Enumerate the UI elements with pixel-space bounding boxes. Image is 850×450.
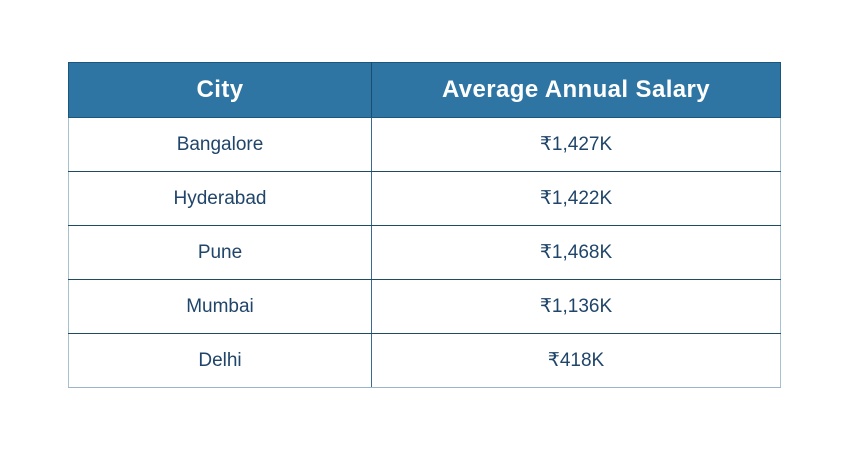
table-row: Delhi ₹418K [68, 333, 781, 388]
table-row: Bangalore ₹1,427K [68, 117, 781, 172]
city-cell: Pune [68, 225, 372, 280]
table-row: Mumbai ₹1,136K [68, 279, 781, 334]
city-cell: Bangalore [68, 117, 372, 172]
salary-cell: ₹418K [371, 333, 781, 388]
table-row: Hyderabad ₹1,422K [68, 171, 781, 226]
header-row: City Average Annual Salary [68, 62, 781, 118]
salary-cell: ₹1,427K [371, 117, 781, 172]
city-cell: Hyderabad [68, 171, 372, 226]
salary-cell: ₹1,468K [371, 225, 781, 280]
salary-table: City Average Annual Salary Bangalore ₹1,… [68, 62, 781, 388]
table-row: Pune ₹1,468K [68, 225, 781, 280]
city-cell: Delhi [68, 333, 372, 388]
column-header-salary: Average Annual Salary [371, 62, 781, 118]
table-body: Bangalore ₹1,427K Hyderabad ₹1,422K Pune… [68, 117, 781, 388]
table-header: City Average Annual Salary [68, 62, 781, 118]
salary-cell: ₹1,422K [371, 171, 781, 226]
salary-cell: ₹1,136K [371, 279, 781, 334]
city-cell: Mumbai [68, 279, 372, 334]
column-header-city: City [68, 62, 372, 118]
